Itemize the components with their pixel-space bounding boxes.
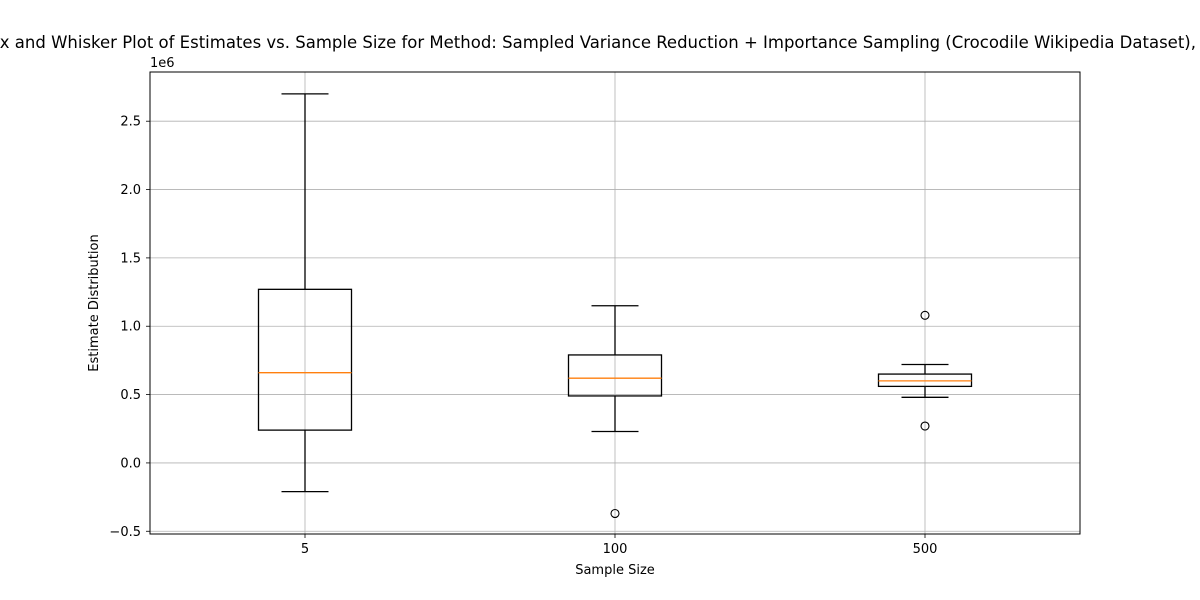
y-tick-label: 1.0 [120,320,141,335]
y-tick-label: 2.0 [120,183,141,198]
y-axis-scale-label: 1e6 [150,56,175,71]
x-tick-label: 100 [603,542,628,557]
y-tick-label: 0.0 [120,456,141,471]
y-tick-label: 0.5 [120,388,141,403]
y-tick-label: −0.5 [109,525,141,540]
chart-title: Box and Whisker Plot of Estimates vs. Sa… [0,33,1200,52]
iqr-box [567,354,663,397]
axis-ticks: −0.5 0.0 0.5 1.0 1.5 2.0 2.5 5 100 500 [109,115,937,557]
box-group [567,305,663,519]
y-tick-label: 1.5 [120,251,141,266]
iqr-box [257,288,353,431]
x-tick-label: 500 [913,542,938,557]
outlier-point [920,310,930,320]
y-axis-label: Estimate Distribution [87,234,102,371]
y-tick-label: 2.5 [120,115,141,130]
outlier-point [610,508,620,519]
grid-lines [150,72,1080,534]
x-tick-label: 5 [301,542,309,557]
outlier-point [920,421,930,431]
box-group [877,310,973,431]
box-group [257,93,353,493]
iqr-box [877,373,973,388]
x-axis-label: Sample Size [575,563,655,578]
box-layer [257,93,973,519]
